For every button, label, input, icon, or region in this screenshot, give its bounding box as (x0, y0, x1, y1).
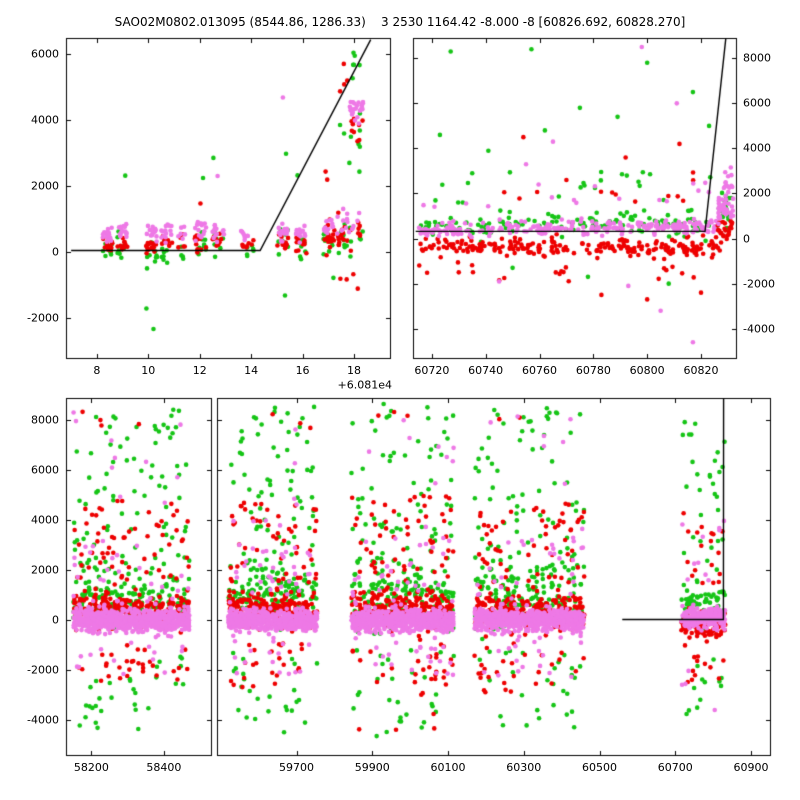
x-tick-label: 60300 (506, 761, 542, 774)
x-tick-label: 18 (347, 364, 361, 377)
x-axis-offset-label: +6.081e4 (337, 378, 392, 392)
x-tick-label: 60740 (468, 364, 504, 377)
y-tick-label: 2000 (743, 186, 771, 200)
y-tick-label: 4000 (743, 141, 771, 155)
y-tick-label: 6000 (31, 463, 59, 477)
x-tick-label: 14 (244, 364, 259, 377)
y-tick-label: 2000 (31, 563, 59, 577)
x-tick-label: 60900 (733, 761, 769, 774)
y-tick-label: 6000 (743, 96, 771, 110)
x-tick-label: 60500 (582, 761, 618, 774)
y-tick-label: -2000 (27, 311, 59, 325)
y-tick-label: 0 (52, 613, 59, 627)
y-tick-label: 0 (743, 232, 750, 246)
y-tick-label: 8000 (743, 51, 771, 65)
figure-title: SAO02M0802.013095 (8544.86, 1286.33) 3 2… (114, 15, 686, 29)
y-tick-label: -2000 (743, 277, 775, 291)
x-tick-label: 58400 (146, 761, 182, 774)
x-tick-label: 60720 (414, 364, 450, 377)
y-tick-label: 2000 (31, 179, 59, 193)
y-tick-label: -2000 (27, 663, 59, 677)
x-tick-label: 59700 (279, 761, 315, 774)
y-tick-label: 0 (52, 245, 59, 259)
y-tick-label: -4000 (27, 713, 59, 727)
x-tick-label: 58200 (73, 761, 109, 774)
x-tick-label: 12 (192, 364, 207, 377)
x-tick-label: 60760 (522, 364, 557, 377)
y-tick-label: 6000 (31, 47, 59, 61)
x-tick-label: 16 (295, 364, 310, 377)
x-tick-label: 10 (141, 364, 156, 377)
x-tick-label: 60820 (683, 364, 719, 377)
y-tick-label: -4000 (743, 322, 775, 336)
y-tick-label: 4000 (31, 513, 59, 527)
y-tick-label: 4000 (31, 113, 59, 127)
x-tick-label: 60800 (629, 364, 665, 377)
x-tick-label: 60700 (657, 761, 693, 774)
x-tick-label: 59900 (354, 761, 390, 774)
y-tick-label: 8000 (31, 413, 59, 427)
x-tick-label: 8 (93, 364, 101, 377)
x-tick-label: 60780 (575, 364, 611, 377)
x-tick-label: 60100 (430, 761, 466, 774)
